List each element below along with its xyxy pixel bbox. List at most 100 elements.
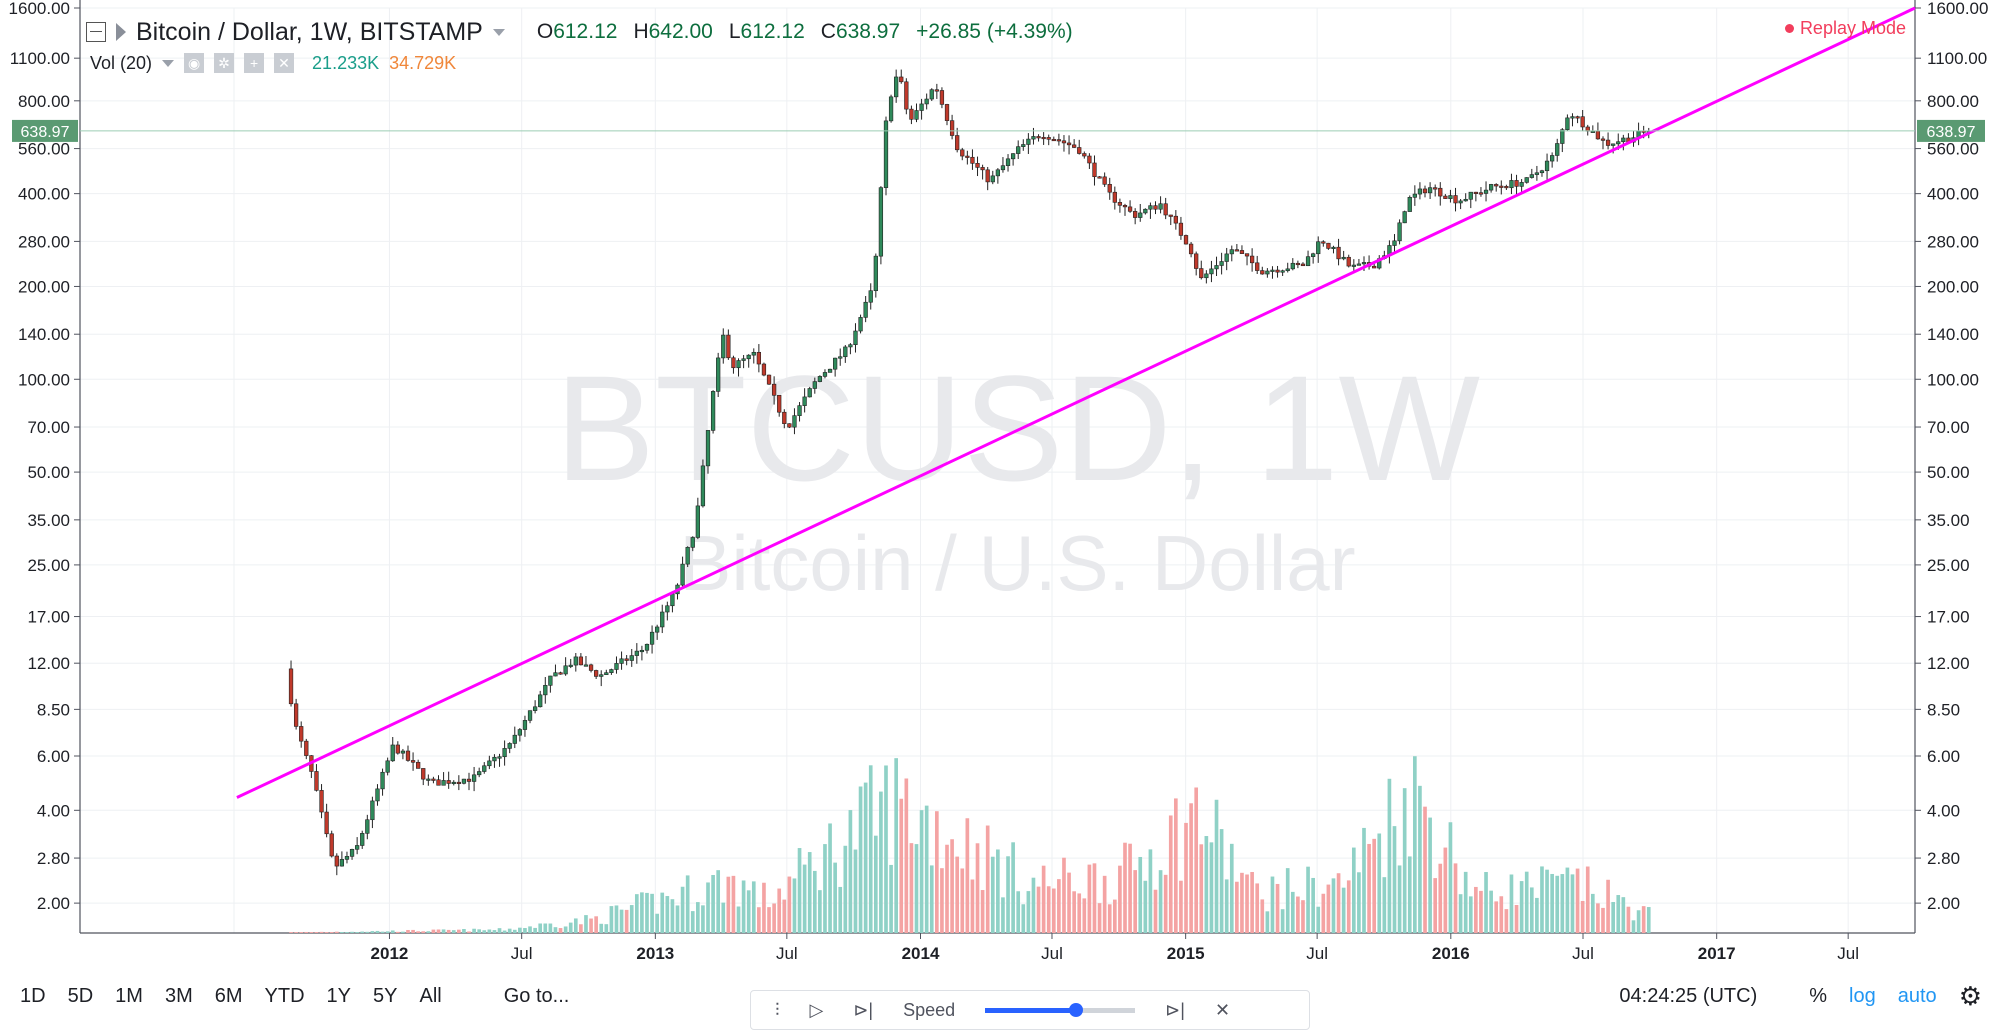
candle-body[interactable] xyxy=(1234,249,1239,252)
candle-body[interactable] xyxy=(1275,269,1280,273)
candle-body[interactable] xyxy=(1611,143,1616,146)
candle-body[interactable] xyxy=(919,103,924,111)
candle-body[interactable] xyxy=(431,778,436,781)
candle-body[interactable] xyxy=(619,658,624,664)
log-toggle[interactable]: log xyxy=(1849,984,1876,1007)
candle-body[interactable] xyxy=(1143,208,1148,214)
candle-body[interactable] xyxy=(614,663,619,670)
candle-body[interactable] xyxy=(1443,195,1448,199)
candle-body[interactable] xyxy=(487,760,492,767)
candle-body[interactable] xyxy=(543,685,548,696)
candle-body[interactable] xyxy=(980,167,985,171)
candle-body[interactable] xyxy=(944,104,950,121)
candle-body[interactable] xyxy=(497,756,502,759)
candle-body[interactable] xyxy=(965,155,970,158)
candle-body[interactable] xyxy=(848,344,853,348)
candle-body[interactable] xyxy=(1402,211,1407,224)
candle-body[interactable] xyxy=(1407,197,1412,212)
candle-body[interactable] xyxy=(970,156,975,164)
candle-body[interactable] xyxy=(771,383,777,396)
candle-body[interactable] xyxy=(1031,136,1036,140)
close-icon[interactable]: ✕ xyxy=(1214,999,1231,1020)
range-button-6m[interactable]: 6M xyxy=(214,984,243,1007)
candle-body[interactable] xyxy=(1178,222,1184,236)
candle-body[interactable] xyxy=(563,665,568,675)
candle-body[interactable] xyxy=(985,169,990,183)
candle-body[interactable] xyxy=(1127,206,1133,212)
eye-icon[interactable]: ◉ xyxy=(184,53,205,73)
candle-body[interactable] xyxy=(1056,139,1062,142)
utc-clock[interactable]: 04:24:25 (UTC) xyxy=(1619,984,1758,1007)
candle-body[interactable] xyxy=(461,778,467,784)
symbol-title[interactable]: Bitcoin / Dollar, 1W, BITSTAMP xyxy=(136,17,483,46)
candle-body[interactable] xyxy=(731,357,736,369)
candle-body[interactable] xyxy=(1051,138,1056,142)
candle-body[interactable] xyxy=(649,631,655,645)
candle-body[interactable] xyxy=(883,120,889,188)
candle-body[interactable] xyxy=(1448,195,1453,199)
candle-body[interactable] xyxy=(1280,270,1285,273)
candle-body[interactable] xyxy=(1524,177,1529,183)
close-icon[interactable]: ✕ xyxy=(274,53,295,73)
candle-body[interactable] xyxy=(578,656,584,666)
candle-body[interactable] xyxy=(1595,130,1601,140)
candle-body[interactable] xyxy=(548,675,553,686)
candle-body[interactable] xyxy=(365,819,370,834)
candle-body[interactable] xyxy=(822,372,828,377)
candle-body[interactable] xyxy=(1336,246,1341,260)
plus-icon[interactable]: + xyxy=(244,53,265,73)
candle-body[interactable] xyxy=(1061,140,1067,144)
candle-body[interactable] xyxy=(522,720,528,730)
candle-body[interactable] xyxy=(934,89,939,92)
candle-body[interactable] xyxy=(1066,142,1072,146)
candle-body[interactable] xyxy=(1519,182,1524,187)
candle-body[interactable] xyxy=(314,771,319,791)
candle-body[interactable] xyxy=(878,187,884,257)
candle-body[interactable] xyxy=(329,833,334,857)
candle-body[interactable] xyxy=(1163,203,1168,216)
candle-select-icon[interactable]: ⫶ xyxy=(775,999,780,1020)
candle-body[interactable] xyxy=(858,317,863,332)
candle-body[interactable] xyxy=(1346,256,1351,267)
candle-body[interactable] xyxy=(400,750,406,754)
candle-body[interactable] xyxy=(319,790,324,813)
candle-body[interactable] xyxy=(599,674,604,677)
candle-body[interactable] xyxy=(1072,144,1077,148)
candle-body[interactable] xyxy=(710,391,716,431)
speed-slider[interactable] xyxy=(985,1002,1136,1017)
candle-body[interactable] xyxy=(604,672,609,676)
candle-body[interactable] xyxy=(1316,241,1321,255)
candle-body[interactable] xyxy=(670,593,675,607)
candle-body[interactable] xyxy=(1214,265,1219,270)
candle-body[interactable] xyxy=(695,505,700,538)
candle-body[interactable] xyxy=(1509,180,1514,189)
candle-body[interactable] xyxy=(812,381,817,389)
candle-body[interactable] xyxy=(1209,268,1214,275)
candle-body[interactable] xyxy=(405,750,411,761)
candle-body[interactable] xyxy=(756,351,761,365)
candle-body[interactable] xyxy=(1188,243,1194,255)
candle-body[interactable] xyxy=(344,856,350,860)
candle-body[interactable] xyxy=(873,255,878,292)
candle-body[interactable] xyxy=(690,537,695,548)
candle-body[interactable] xyxy=(466,778,472,782)
candle-body[interactable] xyxy=(441,780,446,786)
candle-body[interactable] xyxy=(299,726,304,742)
candle-body[interactable] xyxy=(1600,138,1606,141)
candle-body[interactable] xyxy=(527,710,533,721)
candle-body[interactable] xyxy=(639,649,645,653)
candle-body[interactable] xyxy=(685,547,690,565)
candle-body[interactable] xyxy=(1244,253,1250,257)
auto-toggle[interactable]: auto xyxy=(1897,984,1937,1007)
candle-body[interactable] xyxy=(1397,222,1402,242)
candle-body[interactable] xyxy=(1270,269,1275,272)
candle-body[interactable] xyxy=(1204,273,1209,279)
candle-body[interactable] xyxy=(594,670,599,677)
candle-body[interactable] xyxy=(1229,249,1234,255)
candle-body[interactable] xyxy=(634,650,639,656)
candle-body[interactable] xyxy=(741,358,746,361)
candle-body[interactable] xyxy=(1422,188,1428,194)
candle-body[interactable] xyxy=(782,411,787,424)
candle-body[interactable] xyxy=(410,760,416,763)
